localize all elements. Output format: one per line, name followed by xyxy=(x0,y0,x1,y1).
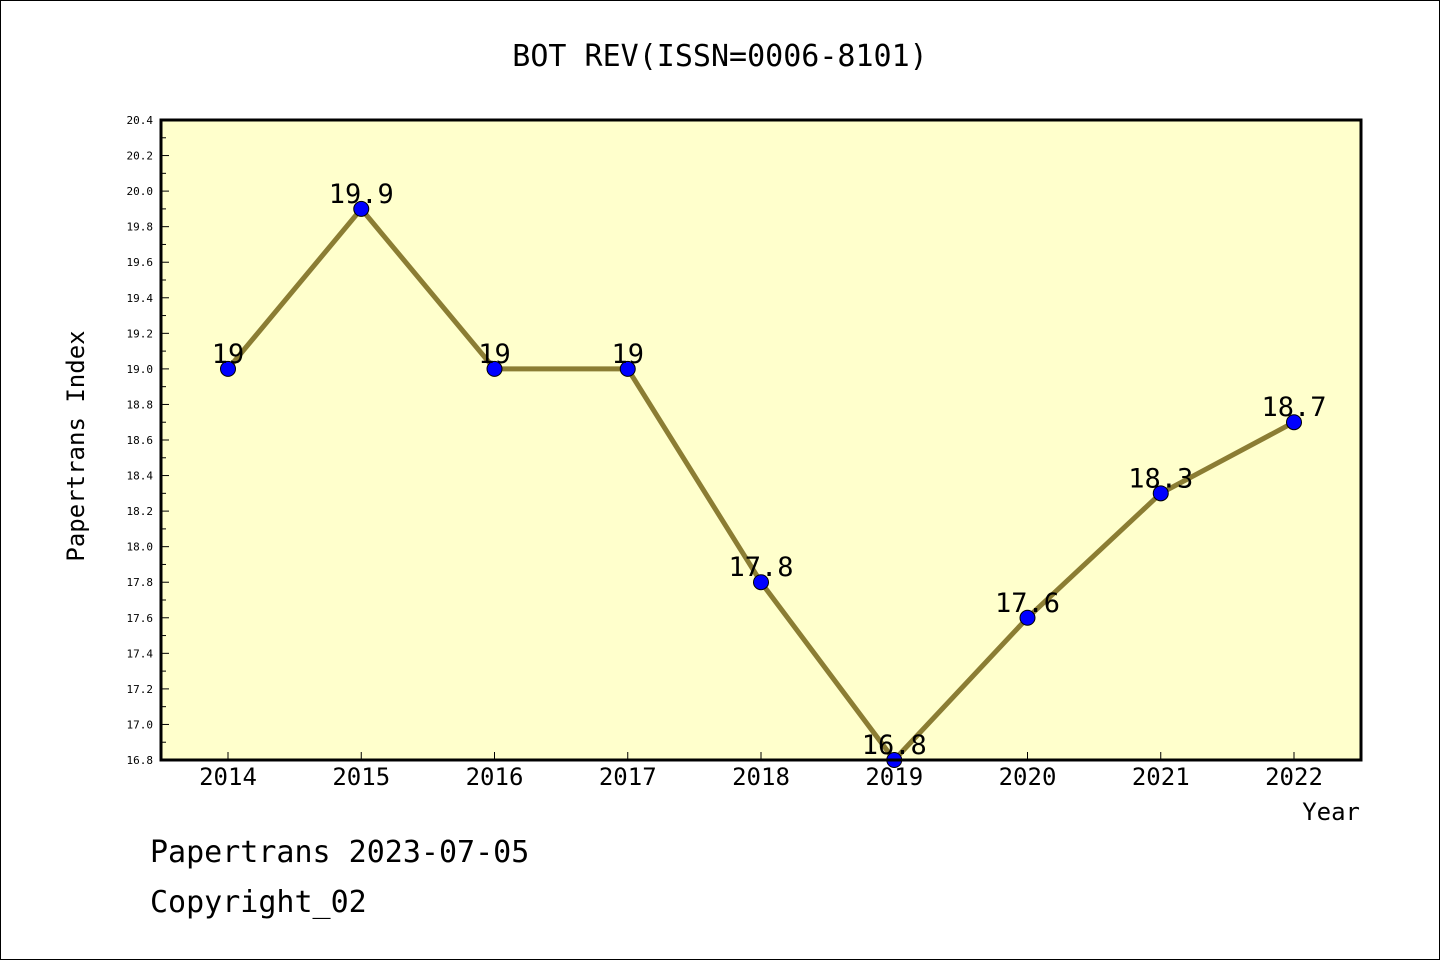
x-tick-label: 2014 xyxy=(199,763,257,791)
y-tick-label: 20.0 xyxy=(127,185,154,198)
y-tick-label: 18.0 xyxy=(127,541,154,554)
data-points xyxy=(220,200,1302,768)
data-point xyxy=(1152,485,1169,502)
data-label: 17.8 xyxy=(728,552,793,583)
data-point xyxy=(1019,609,1036,626)
x-tick-label: 2018 xyxy=(732,763,790,791)
data-point xyxy=(1286,414,1302,431)
x-tick-label: 2021 xyxy=(1132,763,1190,791)
y-tick-label: 19.2 xyxy=(127,327,154,340)
y-tick-label: 18.8 xyxy=(127,398,154,411)
x-axis-label: Year xyxy=(1302,798,1360,826)
plot-border xyxy=(159,118,1363,762)
data-point xyxy=(486,360,503,377)
data-label: 19.9 xyxy=(329,179,394,210)
x-tick-label: 2020 xyxy=(999,763,1057,791)
y-tick-label: 17.2 xyxy=(127,683,154,696)
data-label: 18.7 xyxy=(1261,392,1326,423)
y-tick-label: 17.4 xyxy=(127,647,154,660)
x-tick-label: 2017 xyxy=(599,763,657,791)
data-label: 19 xyxy=(212,339,245,370)
y-tick-label: 18.6 xyxy=(127,434,154,447)
x-tick-label: 2016 xyxy=(466,763,524,791)
data-label: 18.3 xyxy=(1128,463,1193,494)
y-tick-label: 16.8 xyxy=(127,754,154,767)
y-tick-label: 18.4 xyxy=(127,470,154,483)
y-tick-label: 20.4 xyxy=(127,114,154,127)
x-tick-label: 2022 xyxy=(1265,763,1323,791)
data-point xyxy=(353,200,370,217)
y-tick-label: 17.6 xyxy=(127,612,154,625)
y-tick-label: 17.8 xyxy=(127,576,154,589)
y-tick-label: 20.2 xyxy=(127,150,154,163)
y-tick-label: 17.0 xyxy=(127,718,154,731)
data-point xyxy=(753,574,769,591)
y-axis-label: Papertrans Index xyxy=(62,330,90,561)
chart-title: BOT REV(ISSN=0006-8101) xyxy=(512,39,927,74)
y-tick-label: 19.4 xyxy=(127,292,154,305)
data-label: 19 xyxy=(611,339,644,370)
plot-area xyxy=(161,120,1361,760)
y-tick-label: 19.6 xyxy=(127,256,154,269)
data-label: 19 xyxy=(478,339,511,370)
y-tick-label: 19.8 xyxy=(127,221,154,234)
y-tick-label: 18.2 xyxy=(127,505,154,518)
footer-copyright: Copyright_02 xyxy=(150,885,367,920)
data-labels: 19 19.9 19 19 17.8 16.8 17.6 18.3 18.7 xyxy=(212,179,1327,761)
x-axis: 2014 2015 2016 2017 2018 2019 2020 2021 2022 xyxy=(199,752,1323,791)
data-label: 16.8 xyxy=(862,730,927,761)
data-point xyxy=(220,360,236,377)
footer-date: Papertrans 2023-07-05 xyxy=(150,835,530,870)
y-tick-label: 19.0 xyxy=(127,363,154,376)
data-point xyxy=(619,360,636,377)
data-label: 17.6 xyxy=(995,588,1060,619)
x-tick-label: 2015 xyxy=(332,763,390,791)
